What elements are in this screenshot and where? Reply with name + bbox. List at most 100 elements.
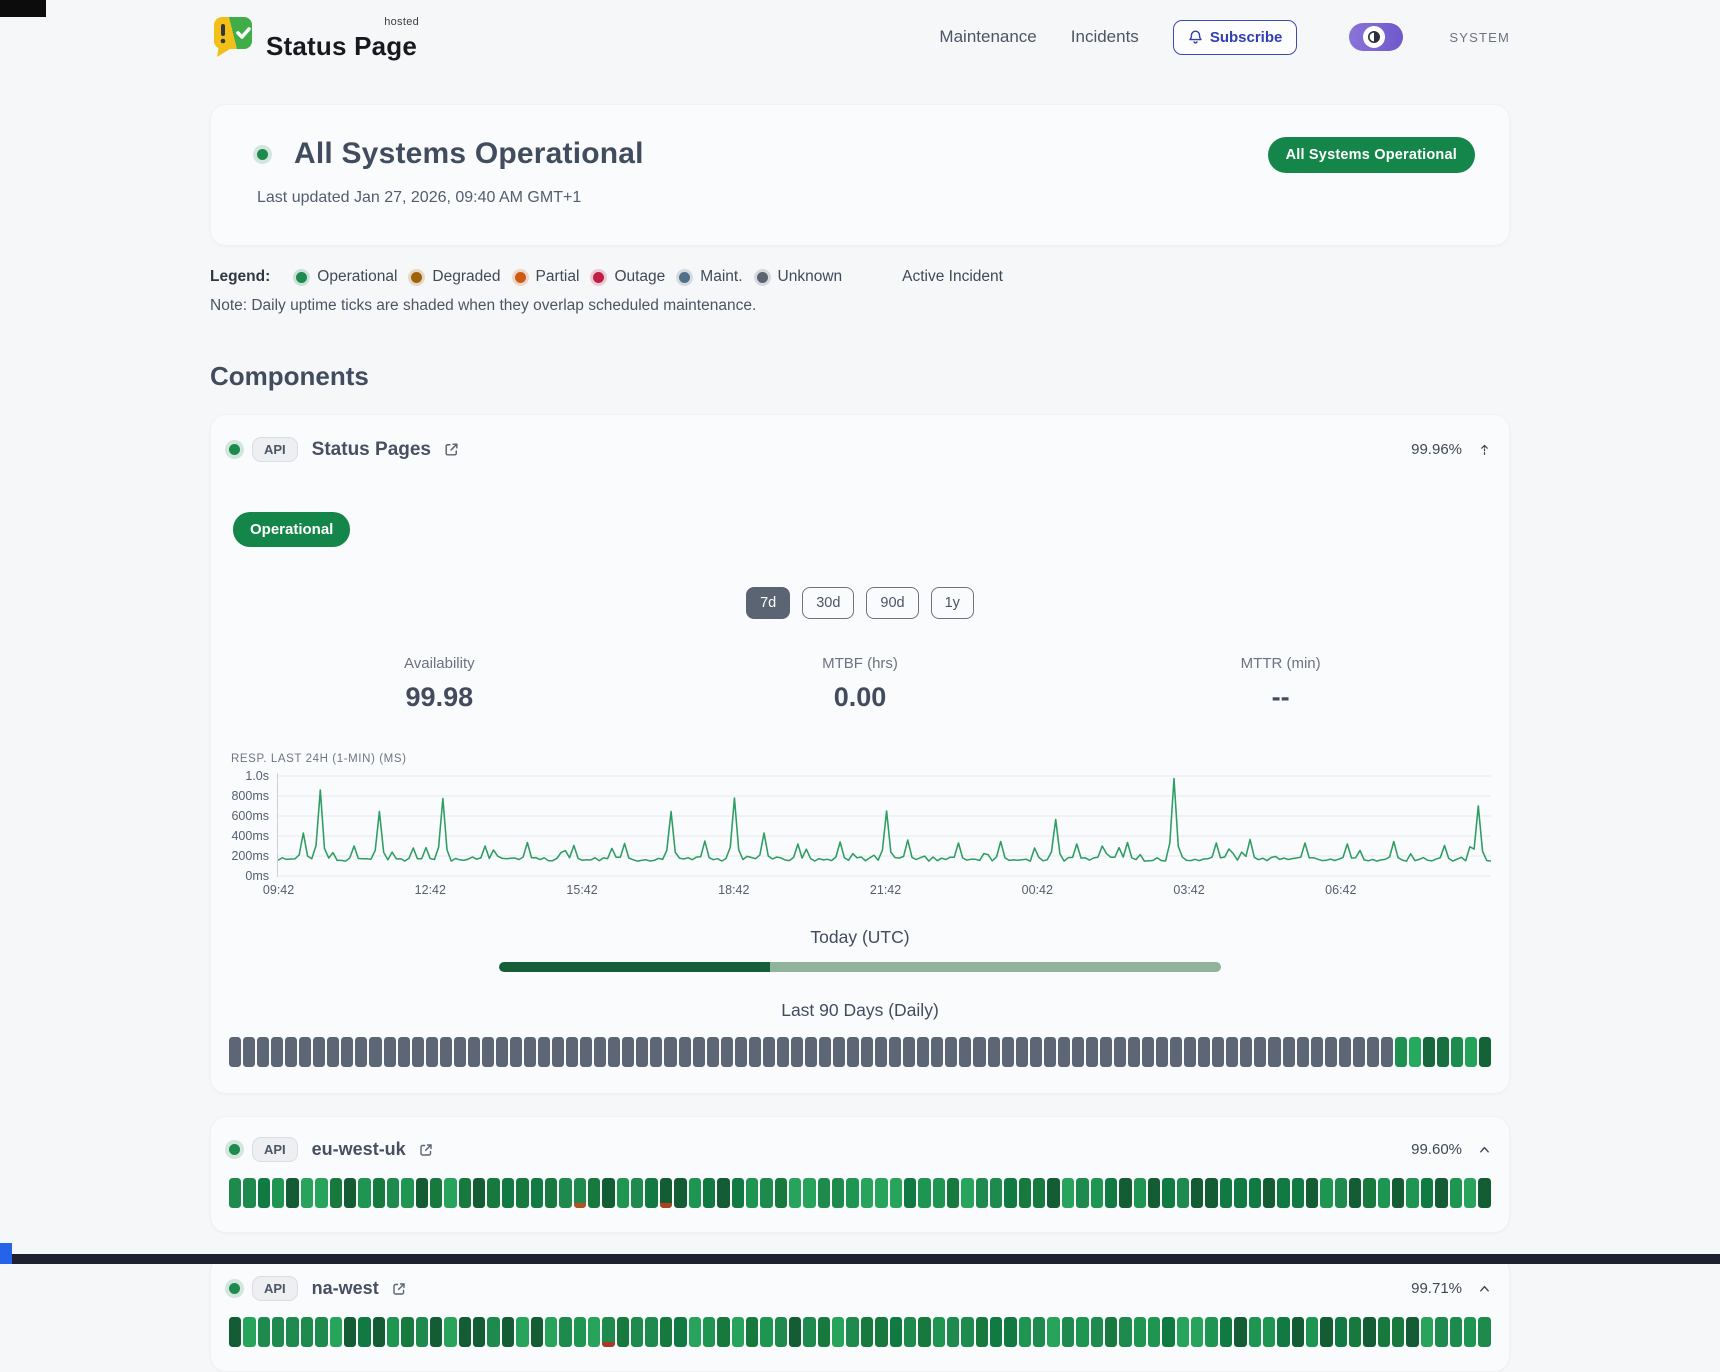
history-tick (1156, 1037, 1169, 1067)
stats-row: Availability 99.98 MTBF (hrs) 0.00 MTTR … (229, 655, 1491, 713)
uptime-tick (1076, 1178, 1089, 1208)
history-tick (917, 1037, 930, 1067)
uptime-tick (1119, 1178, 1132, 1208)
range-button-30d[interactable]: 30d (802, 587, 855, 619)
uptime-tick (1133, 1178, 1146, 1208)
legend-item-maint: Maint. (679, 268, 743, 286)
uptime-tick (315, 1317, 328, 1347)
range-button-7d[interactable]: 7d (746, 587, 791, 619)
uptime-tick (1191, 1178, 1204, 1208)
history-ticks (229, 1037, 1492, 1067)
uptime-tick (343, 1178, 357, 1208)
legend-item-label: Outage (614, 268, 666, 285)
collapse-icon[interactable] (1478, 1282, 1491, 1295)
uptime-tick (803, 1178, 816, 1208)
x-tick-label: 18:42 (718, 883, 750, 897)
uptime-tick (990, 1178, 1003, 1208)
chart-y-axis: 1.0s 800ms 600ms 400ms 200ms 0ms (229, 769, 277, 883)
history-tick (1479, 1037, 1492, 1067)
uptime-tick (803, 1317, 816, 1347)
collapse-icon[interactable] (1478, 1143, 1491, 1156)
stat-value: 99.98 (405, 682, 474, 712)
uptime-tick (616, 1317, 630, 1347)
external-link-icon[interactable] (418, 1142, 434, 1158)
uptime-tick (286, 1178, 299, 1208)
api-badge: API (252, 1276, 298, 1301)
legend-item-degraded: Degraded (411, 268, 501, 286)
history-tick (650, 1037, 663, 1067)
uptime-tick (717, 1178, 730, 1208)
history-tick (804, 1037, 817, 1067)
uptime-tick (645, 1178, 658, 1208)
uptime-tick (229, 1317, 242, 1347)
history-tick (1310, 1037, 1323, 1067)
uptime-tick (990, 1317, 1003, 1347)
brand-logo (214, 17, 252, 57)
legend-item-unknown: Unknown (756, 268, 843, 286)
uptime-tick (1435, 1317, 1448, 1347)
uptime-tick (674, 1178, 687, 1208)
legend-item-label: Unknown (777, 268, 843, 285)
history-tick (959, 1037, 972, 1067)
history-tick (1422, 1037, 1436, 1067)
range-button-1y[interactable]: 1y (930, 587, 974, 619)
uptime-tick (1090, 1178, 1103, 1208)
uptime-tick (458, 1317, 472, 1347)
y-tick-label: 600ms (231, 809, 269, 823)
brand-hosted-superscript: hosted (384, 16, 420, 28)
uptime-tick (401, 1178, 414, 1208)
history-tick (1352, 1037, 1365, 1067)
uptime-tick (702, 1178, 716, 1208)
stat-value: -- (1271, 682, 1290, 712)
uptime-tick (659, 1317, 673, 1347)
history-tick (257, 1037, 270, 1067)
overall-status-dot (257, 148, 268, 160)
uptime-tick (544, 1317, 558, 1347)
uptime-tick (272, 1178, 285, 1208)
theme-toggle[interactable] (1349, 23, 1404, 51)
history-tick (313, 1037, 326, 1067)
history-tick (523, 1037, 537, 1067)
external-link-icon[interactable] (391, 1281, 407, 1297)
component-header: API Status Pages 99.96% (229, 437, 1491, 462)
history-tick (327, 1037, 340, 1067)
uptime-tick (430, 1317, 443, 1347)
uptime-tick (501, 1317, 515, 1347)
expand-icon[interactable] (1478, 443, 1491, 456)
subscribe-button[interactable]: Subscribe (1172, 19, 1298, 55)
history-tick (285, 1037, 298, 1067)
external-link-icon[interactable] (443, 441, 460, 458)
uptime-tick (1349, 1317, 1362, 1347)
component-header: API eu-west-uk 99.60% (229, 1137, 1491, 1162)
uptime-tick (329, 1178, 342, 1208)
legend-item-label: Maint. (700, 268, 743, 285)
history-tick (467, 1037, 480, 1067)
nav-item-incidents[interactable]: Incidents (1070, 27, 1139, 46)
x-tick-label: 00:42 (1021, 883, 1053, 897)
nav-item-maintenance[interactable]: Maintenance (939, 27, 1037, 46)
uptime-tick (961, 1178, 974, 1208)
y-tick-label: 200ms (231, 849, 269, 863)
uptime-tick (358, 1178, 371, 1208)
uptime-tick (243, 1317, 256, 1347)
uptime-tick (1148, 1178, 1161, 1208)
history-tick (833, 1037, 846, 1067)
uptime-tick (1205, 1178, 1218, 1208)
uptime-tick (832, 1178, 845, 1208)
uptime-tick (616, 1178, 630, 1208)
range-button-90d[interactable]: 90d (866, 587, 919, 619)
legend: Legend: Operational Degraded Partial Outage… (210, 268, 1510, 286)
history-tick (271, 1037, 284, 1067)
history-tick (762, 1037, 775, 1067)
today-progress (499, 962, 1221, 972)
uptime-tick (817, 1317, 831, 1347)
uptime-tick (473, 1178, 486, 1208)
history-tick (425, 1037, 438, 1067)
legend-item-label: Operational (317, 268, 398, 285)
uptime-tick (946, 1178, 960, 1208)
component-header: API na-west 99.71% (229, 1276, 1491, 1301)
partial-dot (514, 271, 526, 283)
uptime-tick (487, 1178, 500, 1208)
uptime-tick (918, 1178, 931, 1208)
stat-mttr: MTTR (min) -- (1070, 655, 1491, 713)
